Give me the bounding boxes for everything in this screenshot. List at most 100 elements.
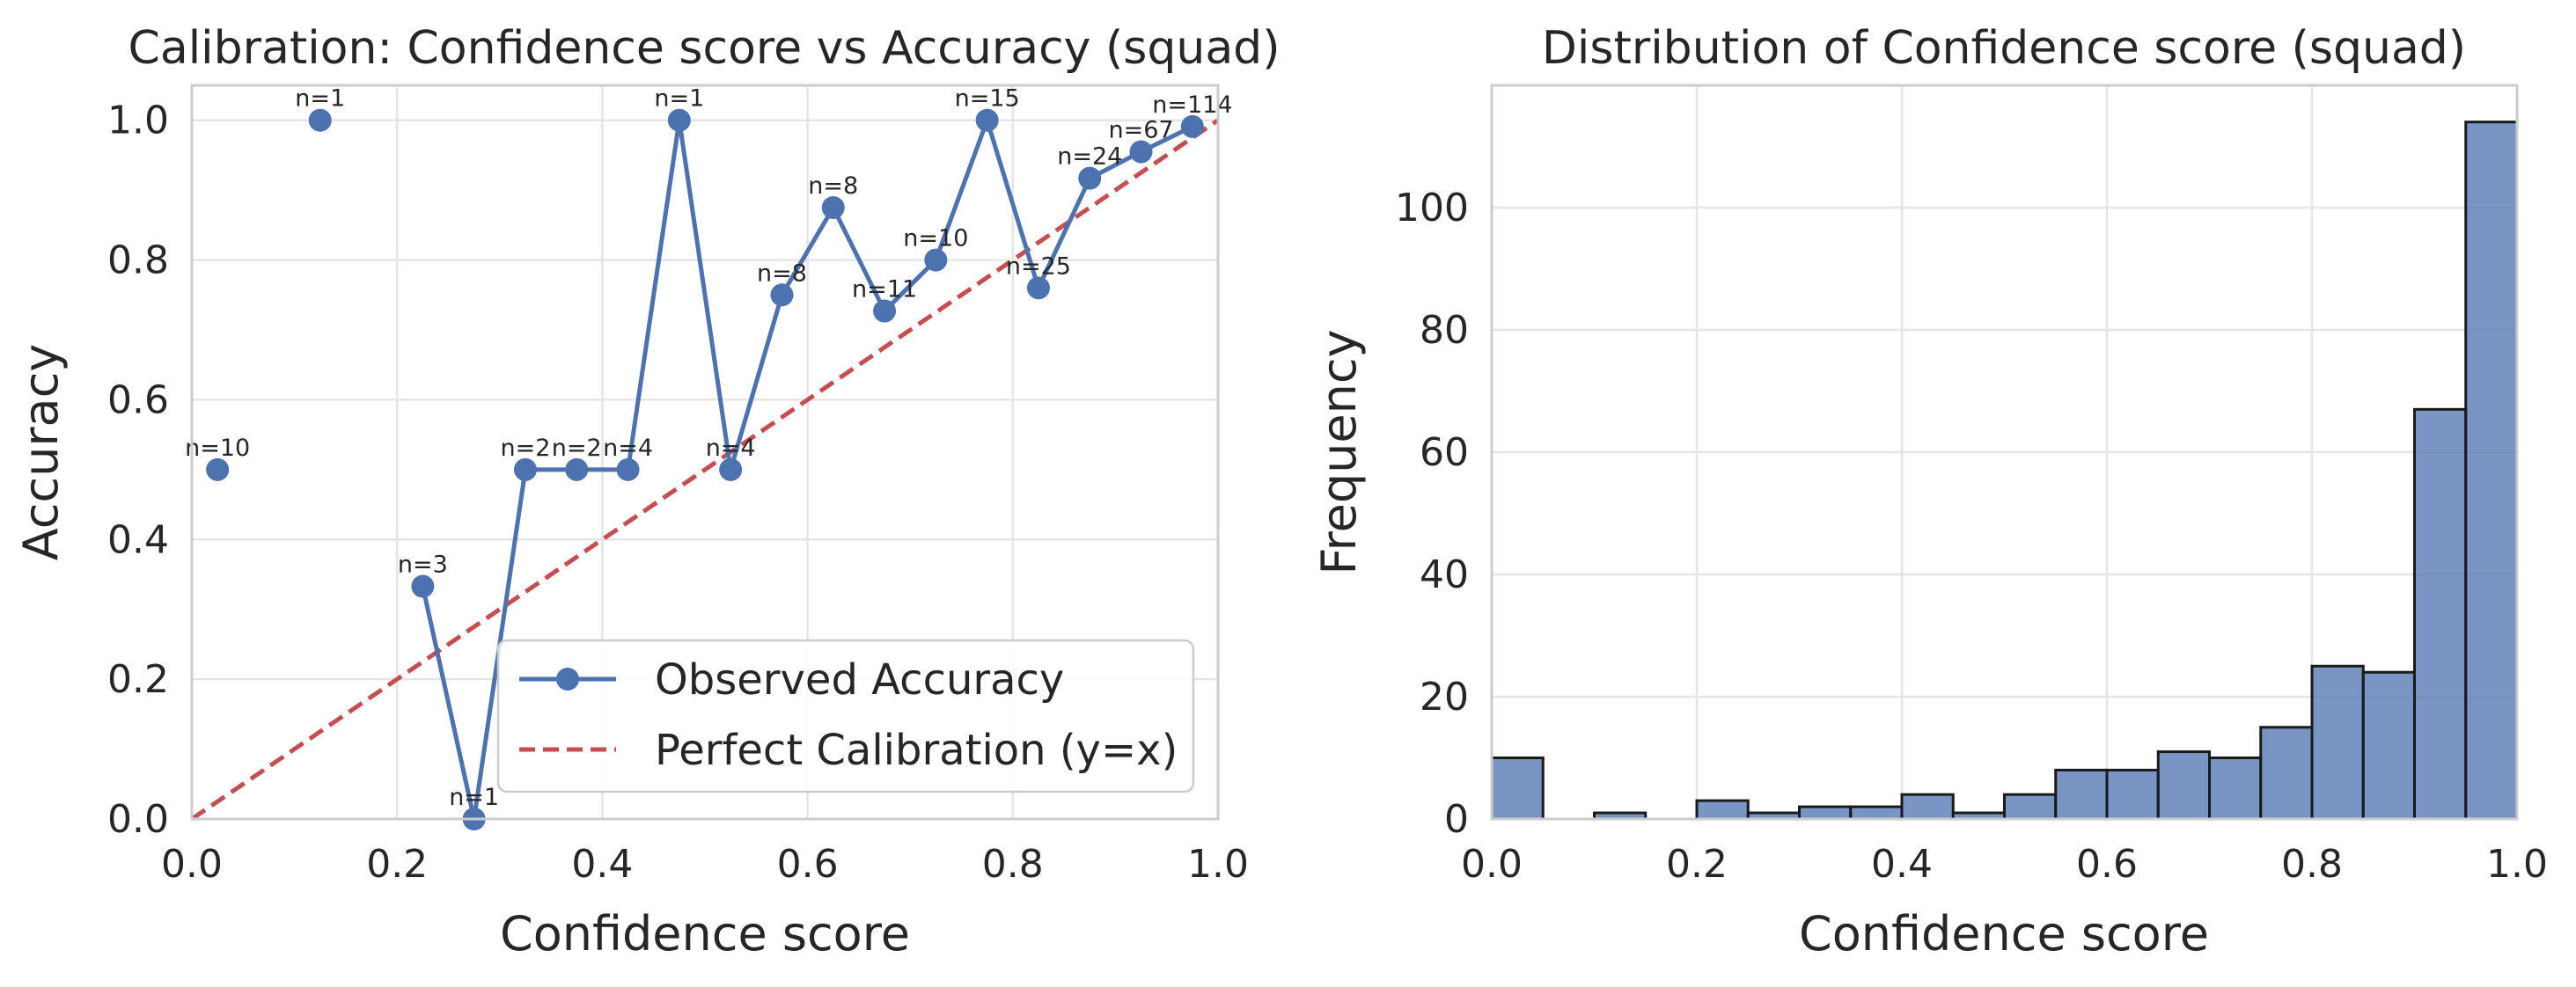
observed-accuracy-point: [1078, 166, 1102, 190]
legend-observed-label: Observed Accuracy: [655, 655, 1064, 705]
x-tick-label: 0.8: [2281, 842, 2343, 887]
x-tick-label: 0.0: [161, 842, 223, 887]
bin-count-label: n=4: [706, 435, 756, 462]
y-tick-label: 0: [1444, 797, 1469, 842]
histogram-bar: [2259, 726, 2314, 821]
observed-accuracy-point: [924, 248, 948, 272]
bin-count-label: n=3: [398, 552, 448, 579]
bin-count-label: n=2: [500, 435, 550, 462]
histogram-chart: Distribution of Confidence score (squad)…: [1311, 22, 2548, 961]
histogram-bar: [2156, 750, 2211, 821]
observed-accuracy-point: [770, 283, 794, 307]
observed-accuracy-point: [719, 457, 743, 481]
histogram-bar: [1900, 793, 1955, 821]
bin-count-label: n=10: [903, 225, 968, 252]
y-tick-label: 80: [1420, 308, 1469, 353]
y-tick-label: 20: [1420, 675, 1469, 720]
calibration-chart-title: Calibration: Confidence score vs Accurac…: [128, 22, 1281, 75]
calibration-plot-frame: [190, 84, 1220, 821]
histogram-plot-frame: [1490, 84, 2519, 821]
y-tick-label: 0.4: [107, 517, 169, 562]
x-tick-label: 0.6: [2076, 842, 2138, 887]
bin-count-label: n=8: [757, 260, 807, 287]
calibration-legend: Observed Accuracy Perfect Calibration (y…: [496, 639, 1195, 793]
histogram-bar: [2054, 768, 2109, 821]
observed-accuracy-point: [513, 457, 537, 481]
calibration-y-axis-label: Accuracy: [13, 344, 69, 561]
histogram-y-axis-label: Frequency: [1311, 330, 1367, 575]
bin-count-label: n=1: [449, 784, 499, 811]
observed-accuracy-point: [565, 457, 589, 481]
histogram-bar: [2361, 670, 2416, 821]
bin-count-label: n=24: [1057, 143, 1122, 171]
observed-accuracy-point: [1026, 276, 1050, 300]
bin-count-labels: n=10n=1n=3n=1n=2 n=2 n=4n=1n=4n=8n=8n=11n=…: [185, 85, 1232, 811]
histogram-bar: [1695, 799, 1750, 821]
observed-accuracy-line: [420, 118, 1193, 822]
histogram-bar: [1490, 757, 1545, 821]
bin-count-label: n=67: [1109, 116, 1174, 143]
y-tick-label: 0.8: [107, 238, 169, 283]
histogram-bar: [2208, 757, 2263, 821]
y-tick-label: 40: [1420, 552, 1469, 597]
bin-count-label: n=1: [654, 85, 704, 113]
y-tick-label: 1.0: [107, 99, 169, 143]
y-tick-label: 0.0: [107, 797, 169, 842]
observed-accuracy-series: [206, 108, 1204, 830]
calibration-x-tick-labels: 0.0 0.2 0.4 0.6 0.8 1.0: [161, 842, 1249, 887]
x-tick-label: 0.4: [571, 842, 633, 887]
bin-count-label: n=15: [955, 85, 1020, 113]
histogram-bars: [1490, 121, 2519, 821]
perfect-calibration-line: [190, 118, 1220, 822]
calibration-chart: Calibration: Confidence score vs Accurac…: [13, 22, 1280, 961]
legend-box: [496, 639, 1195, 793]
histogram-bar: [2310, 664, 2365, 821]
histogram-bar: [1798, 805, 1853, 821]
histogram-bar: [1849, 805, 1904, 821]
x-tick-label: 1.0: [2486, 842, 2548, 887]
histogram-x-axis-label: Confidence score: [1799, 906, 2209, 961]
histogram-chart-title: Distribution of Confidence score (squad): [1542, 22, 2466, 75]
bin-count-label: n=2: [552, 435, 602, 462]
bin-count-label: n=10: [185, 435, 250, 462]
observed-accuracy-point: [873, 299, 897, 323]
bin-count-label: n=11: [852, 276, 917, 303]
observed-accuracy-point: [1180, 114, 1204, 138]
observed-accuracy-point: [308, 108, 332, 132]
x-tick-label: 0.2: [366, 842, 428, 887]
histogram-bar: [2003, 793, 2058, 821]
legend-observed-marker: [556, 668, 579, 691]
observed-accuracy-point: [206, 457, 230, 481]
x-tick-label: 0.0: [1461, 842, 1523, 887]
observed-accuracy-point: [667, 108, 691, 132]
y-tick-label: 0.6: [107, 377, 169, 422]
bin-count-label: n=114: [1152, 91, 1232, 119]
perfect-calibration-line-path: [190, 118, 1220, 822]
x-tick-label: 1.0: [1187, 842, 1249, 887]
bin-count-label: n=8: [808, 172, 858, 200]
observed-accuracy-point: [821, 196, 845, 219]
observed-accuracy-point: [411, 574, 435, 598]
calibration-y-tick-labels: 0.0 0.2 0.4 0.6 0.8 1.0: [107, 99, 169, 842]
y-tick-label: 60: [1420, 430, 1469, 475]
legend-perfect-label: Perfect Calibration (y=x): [655, 726, 1178, 775]
histogram-bar: [2413, 407, 2468, 821]
histogram-y-tick-labels: 0 20 40 60 80 100: [1395, 186, 1469, 842]
bin-count-label: n=1: [295, 85, 345, 113]
x-tick-label: 0.6: [777, 842, 839, 887]
histogram-x-tick-labels: 0.0 0.2 0.4 0.6 0.8 1.0: [1461, 842, 2548, 887]
observed-accuracy-point: [975, 108, 999, 132]
y-tick-label: 0.2: [107, 657, 169, 702]
observed-accuracy-point: [616, 457, 640, 481]
histogram-bar: [2105, 768, 2160, 821]
bin-count-label: n=25: [1006, 252, 1071, 280]
x-tick-label: 0.2: [1666, 842, 1728, 887]
calibration-x-axis-label: Confidence score: [500, 906, 910, 961]
y-tick-label: 100: [1395, 186, 1469, 230]
x-tick-label: 0.4: [1871, 842, 1933, 887]
bin-count-label: n=4: [603, 435, 653, 462]
x-tick-label: 0.8: [982, 842, 1044, 887]
histogram-bar: [2464, 121, 2519, 821]
observed-accuracy-point: [1129, 140, 1153, 164]
